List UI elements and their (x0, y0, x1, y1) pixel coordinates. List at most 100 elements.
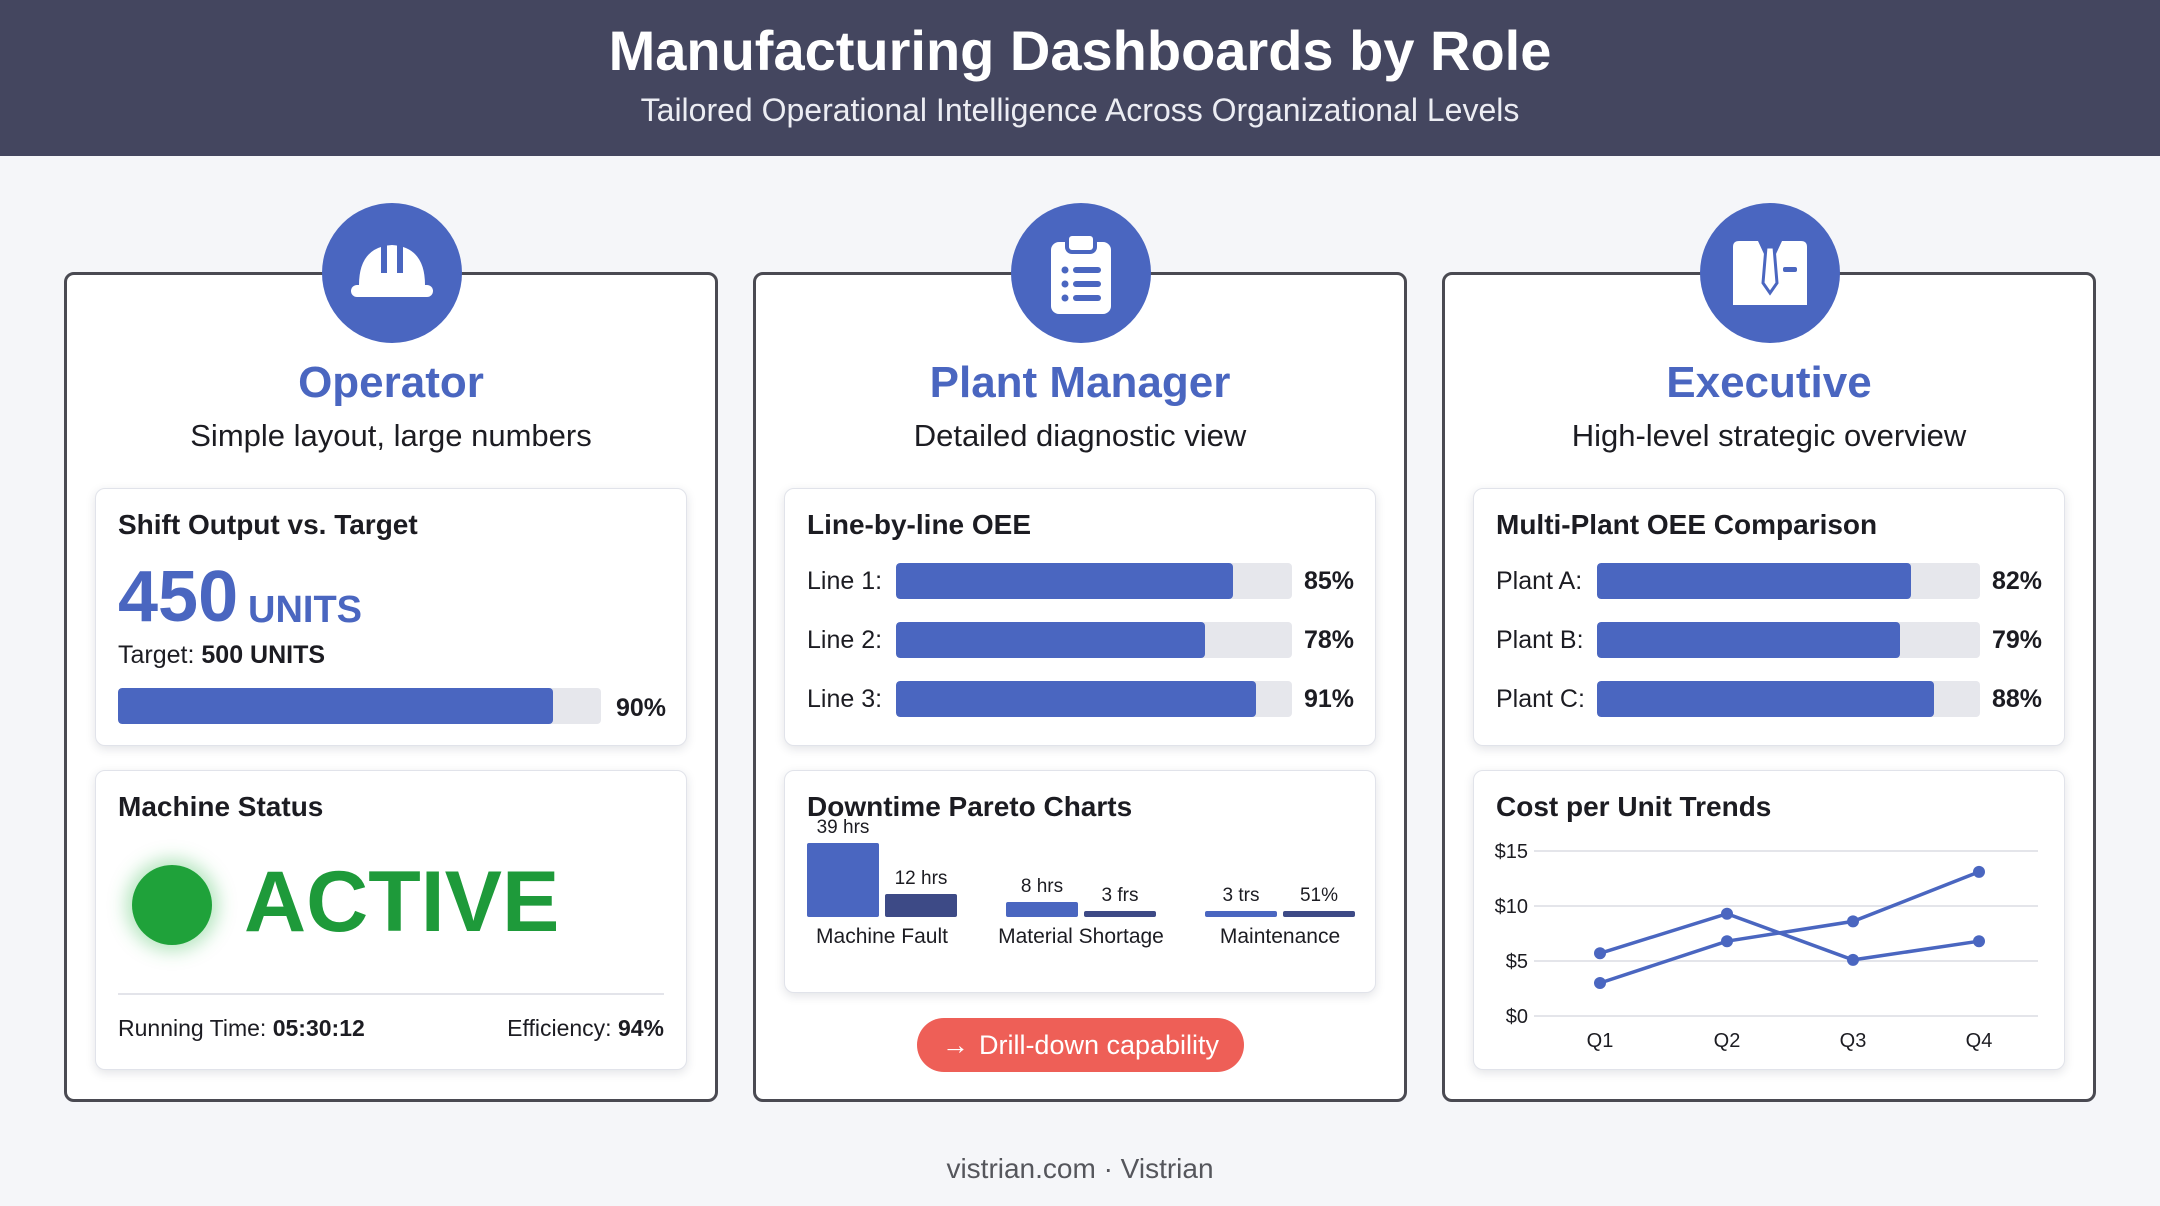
running-time-label: Running Time: (118, 1015, 267, 1041)
page-subtitle: Tailored Operational Intelligence Across… (640, 92, 1520, 128)
series-line (1599, 870, 1980, 985)
plant-oee-fill (1597, 563, 1912, 599)
pareto-bar (807, 843, 879, 917)
arrow-right-icon: → (941, 1030, 969, 1060)
card-title: Multi-Plant OEE Comparison (1496, 509, 1878, 540)
line-label: Line 1: (807, 567, 883, 595)
line-oee-track (896, 622, 1292, 658)
card-title: Machine Status (118, 791, 324, 822)
card-title: Downtime Pareto Charts (807, 791, 1133, 822)
pareto-bar (885, 894, 957, 917)
pareto-bar-label: 51% (1299, 885, 1339, 906)
pareto-bar (1006, 901, 1078, 917)
line-oee-track (896, 563, 1292, 599)
line-label: Line 3: (807, 685, 883, 713)
pareto-bar-label: 39 hrs (816, 817, 870, 838)
efficiency-label: Efficiency: (507, 1015, 612, 1041)
plant-label: Plant B: (1496, 626, 1584, 654)
target-text: Target: 500 UNITS (118, 641, 325, 670)
plant-oee-percent: 88% (1992, 685, 2043, 713)
data-point (1847, 915, 1859, 928)
status-indicator-icon (132, 865, 212, 945)
pareto-category-label: Material Shortage (998, 925, 1164, 948)
card-title: Shift Output vs. Target (118, 509, 418, 540)
data-point (1973, 935, 1985, 948)
line-oee-track (896, 681, 1292, 717)
plant-oee-fill (1597, 622, 1900, 658)
data-point (1594, 947, 1606, 960)
data-point (1721, 935, 1733, 948)
plant-oee-track (1597, 563, 1980, 599)
page-title: Manufacturing Dashboards by Role (608, 19, 1552, 82)
y-tick-label: $15 (1495, 841, 1528, 863)
pareto-bar (1084, 911, 1156, 917)
plant-oee-fill (1597, 681, 1935, 717)
output-percent: 90% (616, 694, 667, 722)
y-tick-label: $10 (1495, 896, 1528, 918)
card-title: Line-by-line OEE (807, 509, 1032, 540)
pareto-bar-label: 3 trs (1222, 885, 1260, 906)
plant-oee-track (1597, 681, 1980, 717)
clipboard-icon (1011, 203, 1151, 343)
shift-output-card: Shift Output vs. Target 450 UNITS Target… (95, 488, 687, 746)
plant-oee-track (1597, 622, 1980, 658)
divider (118, 993, 664, 995)
hard-hat-icon (322, 203, 462, 343)
data-point (1973, 865, 1985, 878)
pareto-bar-label: 3 frs (1101, 885, 1139, 906)
data-point (1721, 907, 1733, 920)
series-line (1599, 911, 1980, 962)
cost-line-chart: $0 $5 $10 $15 Q1 Q2 Q3 Q4 (1495, 841, 2038, 1052)
cost-per-unit-card: Cost per Unit Trends $0 $5 $10 $15 Q1 Q2 Q3 Q4 (1473, 770, 2065, 1070)
role-title-plant-manager: Plant Manager (929, 358, 1231, 407)
target-value: 500 UNITS (201, 641, 326, 669)
target-label: Target: (118, 641, 195, 669)
drill-down-button[interactable]: → Drill-down capability (917, 1018, 1244, 1072)
role-description-executive: High-level strategic overview (1571, 418, 1967, 453)
line-oee-percent: 78% (1304, 626, 1355, 654)
y-tick-label: $0 (1506, 1006, 1528, 1028)
data-point (1594, 977, 1606, 989)
plant-oee-percent: 82% (1992, 567, 2043, 595)
efficiency: Efficiency: 94% (507, 1015, 664, 1042)
output-value: 450 (118, 557, 239, 637)
role-title-executive: Executive (1666, 358, 1872, 407)
plant-label: Plant C: (1496, 685, 1585, 713)
role-title-operator: Operator (298, 358, 484, 407)
line-oee-fill (896, 681, 1257, 717)
role-description-operator: Simple layout, large numbers (190, 418, 592, 453)
pareto-bar-label: 12 hrs (894, 868, 948, 890)
downtime-pareto-card: Downtime Pareto Charts 39 hrs 12 hrs Machi… (784, 770, 1376, 993)
drill-down-label: Drill-down capability (978, 1030, 1220, 1060)
output-progress-track (118, 688, 601, 724)
footer-credit: vistrian.com · Vistrian (946, 1153, 1214, 1184)
output-progress-fill (118, 688, 553, 724)
y-tick-label: $5 (1506, 951, 1528, 973)
role-description-plant-manager: Detailed diagnostic view (913, 418, 1247, 453)
data-point (1847, 953, 1859, 966)
plant-label: Plant A: (1496, 567, 1583, 595)
x-tick-label: Q3 (1840, 1030, 1867, 1052)
x-tick-label: Q4 (1966, 1030, 1993, 1052)
output-unit: UNITS (248, 589, 362, 631)
running-time-value: 05:30:12 (272, 1015, 365, 1041)
multi-plant-oee-card: Multi-Plant OEE Comparison Plant A: 82% … (1473, 488, 2065, 746)
chart-title: Cost per Unit Trends (1496, 791, 1772, 822)
line-oee-card: Line-by-line OEE Line 1: 85% Line 2: 78%… (784, 488, 1376, 746)
pareto-category-label: Maintenance (1219, 925, 1341, 948)
line-label: Line 2: (807, 626, 883, 654)
pareto-bar (1283, 911, 1355, 917)
line-oee-percent: 85% (1304, 567, 1355, 595)
pareto-bar (1205, 911, 1277, 917)
machine-status-card: Machine Status ACTIVE Running Time: 05:3… (95, 770, 687, 1070)
status-text: ACTIVE (244, 854, 560, 950)
line-oee-fill (896, 622, 1205, 658)
x-tick-label: Q2 (1714, 1030, 1741, 1052)
efficiency-value: 94% (617, 1015, 664, 1041)
pareto-bar-label: 8 hrs (1020, 875, 1064, 897)
pareto-category-label: Machine Fault (816, 925, 948, 948)
running-time: Running Time: 05:30:12 (118, 1015, 365, 1042)
line-oee-fill (896, 563, 1233, 599)
header-banner: Manufacturing Dashboards by Role Tailore… (0, 0, 2160, 156)
plant-oee-percent: 79% (1992, 626, 2043, 654)
